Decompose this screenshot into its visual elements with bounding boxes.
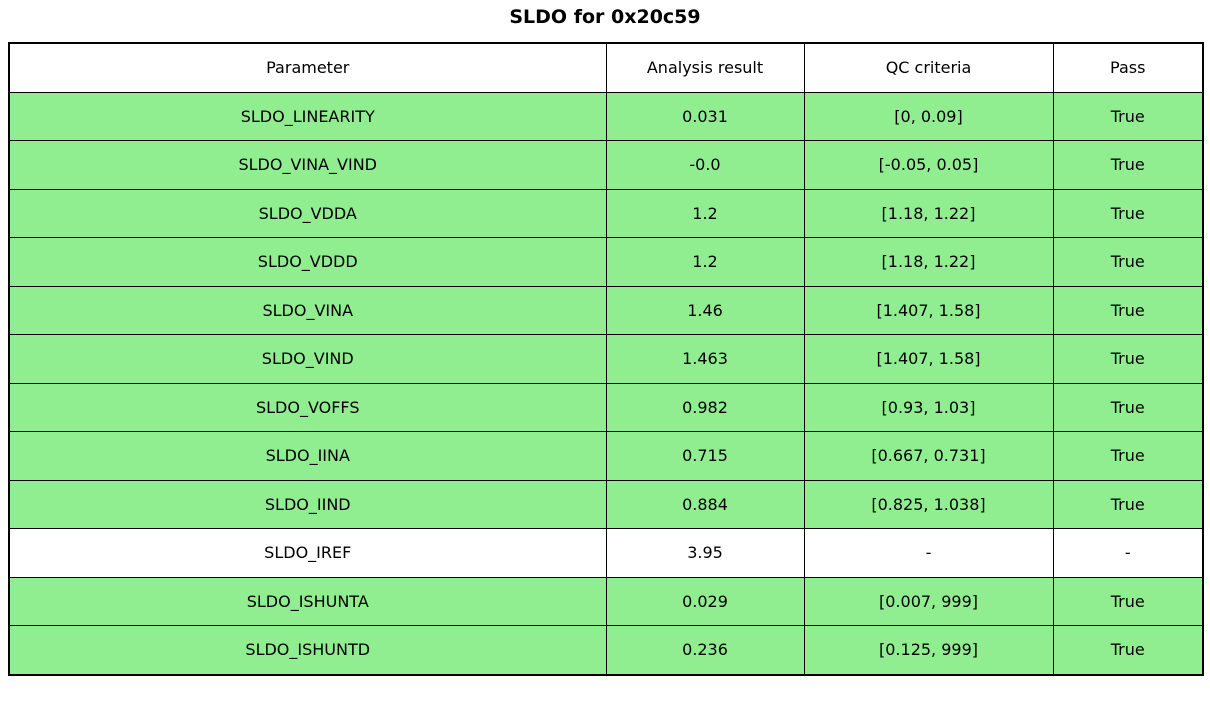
cell-qc-criteria: [0.125, 999] xyxy=(803,625,1054,675)
cell-parameter: SLDO_LINEARITY xyxy=(8,91,607,141)
table-row: SLDO_IIND 0.884 [0.825, 1.038] True xyxy=(8,479,1204,529)
table-row: SLDO_ISHUNTA 0.029 [0.007, 999] True xyxy=(8,576,1204,626)
cell-analysis-result: 0.236 xyxy=(605,625,805,675)
column-header-analysis-result: Analysis result xyxy=(605,42,805,93)
table-row: SLDO_IREF 3.95 - - xyxy=(8,528,1204,578)
cell-pass: True xyxy=(1052,382,1204,432)
cell-qc-criteria: [1.407, 1.58] xyxy=(803,334,1054,384)
qc-table-figure: SLDO for 0x20c59 Parameter Analysis resu… xyxy=(8,0,1204,676)
cell-analysis-result: 1.2 xyxy=(605,188,805,238)
header-row: Parameter Analysis result QC criteria Pa… xyxy=(8,42,1204,93)
cell-parameter: SLDO_VINA xyxy=(8,285,607,335)
cell-analysis-result: -0.0 xyxy=(605,140,805,190)
cell-parameter: SLDO_IIND xyxy=(8,479,607,529)
table-row: SLDO_VDDD 1.2 [1.18, 1.22] True xyxy=(8,237,1204,287)
cell-pass: True xyxy=(1052,91,1204,141)
table-row: SLDO_VOFFS 0.982 [0.93, 1.03] True xyxy=(8,382,1204,432)
cell-pass: True xyxy=(1052,576,1204,626)
table-row: SLDO_VINA 1.46 [1.407, 1.58] True xyxy=(8,285,1204,335)
table-row: SLDO_VINA_VIND -0.0 [-0.05, 0.05] True xyxy=(8,140,1204,190)
cell-analysis-result: 0.982 xyxy=(605,382,805,432)
cell-parameter: SLDO_VDDA xyxy=(8,188,607,238)
table-row: SLDO_LINEARITY 0.031 [0, 0.09] True xyxy=(8,91,1204,141)
cell-qc-criteria: [1.18, 1.22] xyxy=(803,237,1054,287)
cell-pass: True xyxy=(1052,334,1204,384)
cell-analysis-result: 1.2 xyxy=(605,237,805,287)
table-row: SLDO_IINA 0.715 [0.667, 0.731] True xyxy=(8,431,1204,481)
cell-qc-criteria: [0.007, 999] xyxy=(803,576,1054,626)
table-row: SLDO_VDDA 1.2 [1.18, 1.22] True xyxy=(8,188,1204,238)
cell-parameter: SLDO_IREF xyxy=(8,528,607,578)
table-row: SLDO_ISHUNTD 0.236 [0.125, 999] True xyxy=(8,625,1204,675)
cell-parameter: SLDO_VINA_VIND xyxy=(8,140,607,190)
cell-analysis-result: 0.029 xyxy=(605,576,805,626)
cell-analysis-result: 0.715 xyxy=(605,431,805,481)
cell-qc-criteria: [0.93, 1.03] xyxy=(803,382,1054,432)
cell-parameter: SLDO_IINA xyxy=(8,431,607,481)
cell-qc-criteria: - xyxy=(803,528,1054,578)
cell-qc-criteria: [0.825, 1.038] xyxy=(803,479,1054,529)
cell-qc-criteria: [1.407, 1.58] xyxy=(803,285,1054,335)
cell-parameter: SLDO_VIND xyxy=(8,334,607,384)
cell-parameter: SLDO_ISHUNTA xyxy=(8,576,607,626)
cell-pass: True xyxy=(1052,188,1204,238)
cell-analysis-result: 1.463 xyxy=(605,334,805,384)
cell-pass: - xyxy=(1052,528,1204,578)
cell-pass: True xyxy=(1052,140,1204,190)
cell-pass: True xyxy=(1052,237,1204,287)
cell-qc-criteria: [0, 0.09] xyxy=(803,91,1054,141)
cell-pass: True xyxy=(1052,285,1204,335)
cell-analysis-result: 0.031 xyxy=(605,91,805,141)
column-header-pass: Pass xyxy=(1052,42,1204,93)
figure-title: SLDO for 0x20c59 xyxy=(509,6,701,28)
cell-pass: True xyxy=(1052,431,1204,481)
cell-pass: True xyxy=(1052,479,1204,529)
cell-parameter: SLDO_VDDD xyxy=(8,237,607,287)
qc-results-table: Parameter Analysis result QC criteria Pa… xyxy=(8,42,1204,676)
cell-qc-criteria: [1.18, 1.22] xyxy=(803,188,1054,238)
table-row: SLDO_VIND 1.463 [1.407, 1.58] True xyxy=(8,334,1204,384)
column-header-qc-criteria: QC criteria xyxy=(803,42,1054,93)
cell-analysis-result: 0.884 xyxy=(605,479,805,529)
cell-parameter: SLDO_VOFFS xyxy=(8,382,607,432)
cell-analysis-result: 1.46 xyxy=(605,285,805,335)
cell-qc-criteria: [0.667, 0.731] xyxy=(803,431,1054,481)
cell-parameter: SLDO_ISHUNTD xyxy=(8,625,607,675)
cell-pass: True xyxy=(1052,625,1204,675)
column-header-parameter: Parameter xyxy=(8,42,607,93)
cell-qc-criteria: [-0.05, 0.05] xyxy=(803,140,1054,190)
cell-analysis-result: 3.95 xyxy=(605,528,805,578)
